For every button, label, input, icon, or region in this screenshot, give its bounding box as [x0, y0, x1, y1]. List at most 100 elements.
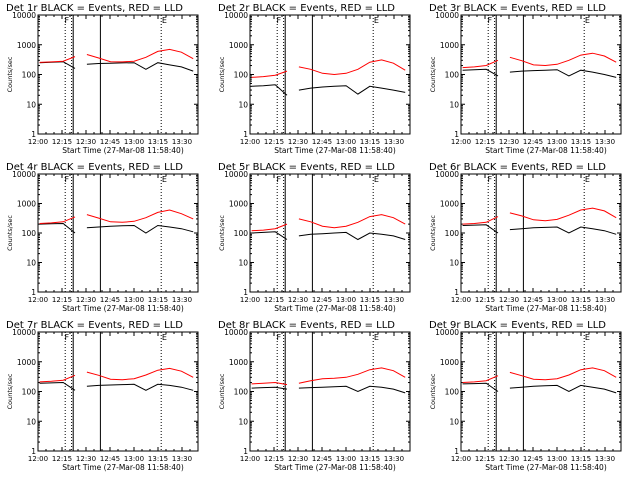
series-events-line — [39, 61, 76, 69]
y-axis-label: Counts/sec — [6, 373, 14, 409]
x-tick-label: 13:30 — [172, 138, 192, 146]
y-tick-label: 10000 — [224, 170, 248, 179]
x-tick-label: 12:45 — [100, 455, 120, 463]
y-tick-label: 10000 — [435, 170, 459, 179]
series-events-line — [462, 382, 499, 392]
x-tick-label: 13:15 — [148, 138, 168, 146]
x-tick-label: 12:45 — [100, 296, 120, 304]
series-lld-line — [509, 52, 617, 67]
x-tick-label: 13:15 — [360, 455, 380, 463]
y-tick-label: 1 — [243, 130, 248, 139]
x-tick-label: 12:45 — [523, 455, 543, 463]
marker-f: F — [487, 16, 492, 25]
marker-e: E — [162, 16, 167, 25]
plot-frame — [460, 331, 622, 452]
series-lld-line — [462, 375, 499, 383]
plot-frame — [249, 331, 411, 452]
marker-e: E — [374, 16, 379, 25]
y-tick-label: 10 — [238, 259, 248, 268]
x-tick-label: 13:30 — [172, 455, 192, 463]
series-lld-line — [298, 214, 406, 229]
marker-f: F — [276, 16, 281, 25]
x-tick-label: 12:00 — [240, 455, 260, 463]
y-tick-label: 1 — [31, 288, 36, 297]
series-events-line — [86, 62, 194, 72]
x-axis-title: Start Time (27-Mar-08 11:58:40) — [62, 304, 184, 313]
x-axis-title: Start Time (27-Mar-08 11:58:40) — [485, 304, 607, 313]
series-lld-line — [39, 374, 76, 383]
series-lld-line — [86, 209, 194, 223]
y-tick-label: 10 — [26, 417, 36, 426]
series-events-line — [251, 386, 288, 390]
marker-f: F — [64, 16, 69, 25]
x-tick-label: 12:15 — [475, 455, 495, 463]
x-tick-label: 13:30 — [595, 296, 615, 304]
x-tick-label: 13:15 — [360, 296, 380, 304]
series-events-line — [86, 224, 194, 234]
x-tick-label: 12:30 — [76, 296, 96, 304]
y-tick-label: 1 — [243, 288, 248, 297]
panel-title: Det 5r BLACK = Events, RED = LLD — [218, 162, 395, 173]
plot-frame — [37, 14, 199, 135]
x-tick-label: 13:30 — [595, 138, 615, 146]
y-axis-label: Counts/sec — [429, 373, 437, 409]
x-tick-label: 12:30 — [76, 455, 96, 463]
plot-frame — [460, 173, 622, 293]
y-tick-label: 10000 — [224, 328, 248, 337]
y-tick-label: 100 — [445, 388, 460, 397]
series-lld-line — [251, 70, 288, 78]
marker-e: E — [374, 175, 379, 184]
x-tick-label: 12:00 — [28, 455, 48, 463]
y-tick-label: 100 — [22, 71, 37, 80]
panel-title: Det 9r BLACK = Events, RED = LLD — [429, 320, 606, 331]
x-axis-title: Start Time (27-Mar-08 11:58:40) — [485, 463, 607, 472]
series-lld-line — [462, 59, 499, 69]
x-tick-label: 13:00 — [336, 455, 356, 463]
y-tick-label: 10000 — [12, 170, 36, 179]
marker-e: E — [162, 333, 167, 342]
y-tick-label: 1000 — [229, 200, 248, 209]
x-tick-label: 12:15 — [475, 138, 495, 146]
x-tick-label: 12:00 — [451, 296, 471, 304]
x-tick-label: 12:15 — [52, 296, 72, 304]
marker-f: F — [487, 175, 492, 184]
x-tick-label: 13:00 — [124, 138, 144, 146]
marker-e: E — [162, 175, 167, 184]
x-tick-label: 12:15 — [264, 455, 284, 463]
x-tick-label: 13:15 — [360, 138, 380, 146]
series-events-line — [509, 384, 617, 394]
y-tick-label: 1 — [31, 130, 36, 139]
x-tick-label: 13:30 — [384, 138, 404, 146]
series-lld-line — [462, 216, 499, 225]
x-tick-label: 13:00 — [336, 296, 356, 304]
panel-det-7: Det 7r BLACK = Events, RED = LLD Counts/s… — [6, 320, 199, 472]
y-tick-label: 10 — [449, 100, 459, 109]
panel-det-3: Det 3r BLACK = Events, RED = LLD Counts/s… — [429, 3, 622, 155]
x-tick-label: 12:15 — [264, 296, 284, 304]
x-tick-label: 13:30 — [384, 296, 404, 304]
x-tick-label: 13:15 — [148, 296, 168, 304]
x-tick-label: 12:00 — [240, 138, 260, 146]
series-lld-line — [39, 216, 76, 224]
x-tick-label: 13:15 — [571, 138, 591, 146]
x-tick-label: 13:15 — [148, 455, 168, 463]
y-tick-label: 1000 — [229, 41, 248, 50]
series-events-line — [462, 224, 499, 234]
y-tick-label: 10000 — [224, 11, 248, 20]
x-tick-label: 12:00 — [451, 455, 471, 463]
y-tick-label: 1000 — [229, 358, 248, 367]
x-tick-label: 12:15 — [52, 455, 72, 463]
x-tick-label: 12:30 — [76, 138, 96, 146]
plot-frame — [37, 331, 199, 452]
y-tick-label: 1000 — [440, 200, 459, 209]
marker-f: F — [276, 175, 281, 184]
series-lld-line — [86, 48, 194, 63]
panel-det-9: Det 9r BLACK = Events, RED = LLD Counts/s… — [429, 320, 622, 472]
series-events-line — [39, 222, 76, 234]
x-tick-label: 12:15 — [52, 138, 72, 146]
series-lld-line — [86, 367, 194, 381]
y-tick-label: 1000 — [17, 41, 36, 50]
panel-det-1: Det 1r BLACK = Events, RED = LLD Counts/s… — [6, 3, 199, 155]
y-tick-label: 1000 — [17, 200, 36, 209]
